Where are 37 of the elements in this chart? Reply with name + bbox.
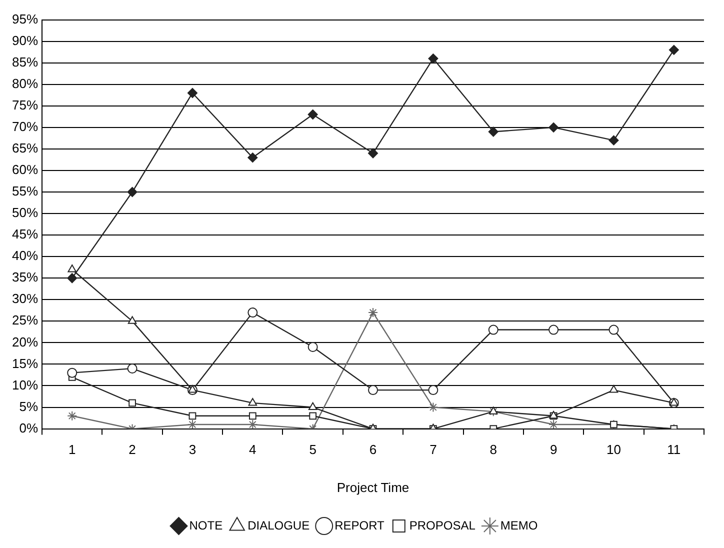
y-tick-label: 65% <box>12 140 38 156</box>
y-tick-label: 90% <box>12 32 38 48</box>
y-tick-label: 10% <box>12 377 38 392</box>
legend-label: NOTE <box>189 518 223 532</box>
y-tick-label: 40% <box>12 248 38 264</box>
legend-label: PROPOSAL <box>409 518 476 532</box>
x-tick-label: 11 <box>667 442 681 458</box>
x-axis-title: Project Time <box>336 480 410 495</box>
y-tick-label: 15% <box>12 356 38 371</box>
x-tick-label: 1 <box>68 442 76 458</box>
y-tick-label: 60% <box>12 162 38 178</box>
y-tick-label: 35% <box>12 270 38 285</box>
legend-label: DIALOGUE <box>248 518 310 532</box>
x-tick-label: 10 <box>606 442 621 458</box>
y-tick-label: 20% <box>12 334 38 350</box>
y-tick-label: 45% <box>12 226 38 242</box>
y-tick-label: 0% <box>19 420 38 436</box>
y-tick-label: 50% <box>12 205 38 220</box>
legend-label: REPORT <box>334 518 386 532</box>
y-tick-label: 95% <box>12 11 38 26</box>
y-tick-label: 25% <box>12 312 38 328</box>
x-tick-label: 6 <box>369 442 377 458</box>
x-tick-label: 2 <box>128 442 136 458</box>
x-tick-label: 9 <box>550 442 558 458</box>
y-tick-label: 30% <box>12 291 38 306</box>
y-tick-label: 85% <box>12 54 38 70</box>
legend-label: MEMO <box>500 518 538 532</box>
y-tick-label: 5% <box>19 398 38 414</box>
y-tick-label: 80% <box>12 76 38 91</box>
y-tick-label: 70% <box>12 119 38 134</box>
y-tick-label: 75% <box>12 97 38 112</box>
x-tick-label: 3 <box>188 442 196 458</box>
x-tick-label: 8 <box>490 442 497 458</box>
x-tick-label: 5 <box>309 442 316 458</box>
y-tick-label: 55% <box>12 184 38 199</box>
x-tick-label: 7 <box>430 442 437 458</box>
x-tick-label: 4 <box>249 442 256 458</box>
